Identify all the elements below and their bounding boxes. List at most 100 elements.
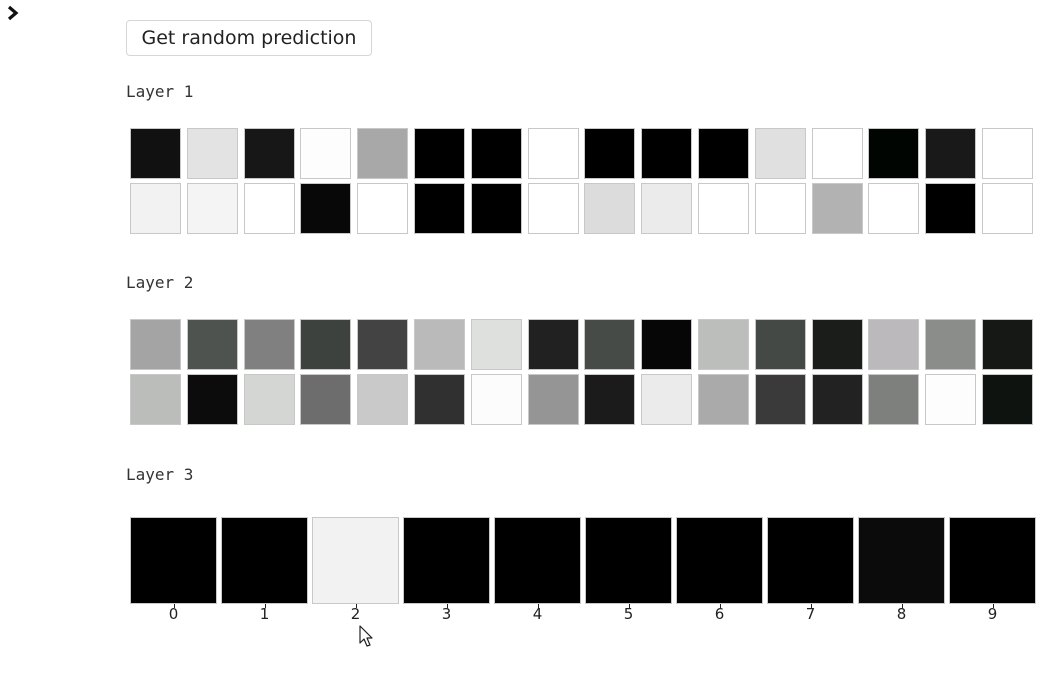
activation-cell — [300, 319, 352, 370]
output-activation-cell — [403, 517, 490, 604]
activation-cell — [982, 374, 1033, 425]
layer-3-label: Layer 3 — [126, 465, 194, 484]
activation-cell — [925, 319, 977, 370]
activation-cell — [357, 183, 409, 234]
activation-cell — [698, 374, 749, 425]
activation-cell — [698, 128, 749, 179]
activation-cell — [300, 374, 352, 425]
mouse-pointer-icon — [359, 625, 373, 647]
activation-cell — [868, 183, 920, 234]
activation-cell — [811, 128, 863, 179]
activation-cell — [584, 128, 636, 179]
activation-cell — [754, 128, 806, 179]
chevron-right-icon[interactable] — [4, 4, 22, 22]
activation-cell — [186, 374, 238, 425]
activation-cell — [754, 319, 806, 370]
tick-mark — [264, 604, 266, 608]
activation-cell — [186, 183, 238, 234]
activation-cell — [868, 374, 920, 425]
activation-cell — [698, 183, 749, 234]
tick-mark — [901, 604, 903, 608]
activation-cell — [414, 374, 465, 425]
activation-cell — [527, 374, 579, 425]
get-random-prediction-button[interactable]: Get random prediction — [126, 20, 372, 56]
activation-cell — [811, 319, 863, 370]
output-activation-cell — [130, 517, 217, 604]
digit-tick-label: 3 — [441, 605, 452, 623]
activation-cell — [811, 374, 863, 425]
activation-cell — [925, 128, 977, 179]
activation-cell — [243, 374, 295, 425]
digit-tick-label: 5 — [623, 605, 634, 623]
tick-mark — [355, 604, 357, 608]
activation-cell — [470, 183, 522, 234]
activation-cell — [130, 128, 181, 179]
output-activation-cell — [585, 517, 672, 604]
activation-cell — [868, 128, 920, 179]
tick-mark — [446, 604, 448, 608]
activation-cell — [243, 128, 295, 179]
activation-cell — [982, 128, 1033, 179]
output-activation-cell — [494, 517, 581, 604]
activation-cell — [186, 128, 238, 179]
activation-cell — [641, 183, 693, 234]
activation-cell — [754, 183, 806, 234]
activation-cell — [414, 319, 465, 370]
digit-tick-label: 8 — [896, 605, 907, 623]
activation-cell — [811, 183, 863, 234]
output-activation-cell — [221, 517, 308, 604]
output-activation-cell — [676, 517, 763, 604]
activation-cell — [641, 128, 693, 179]
activation-cell — [470, 374, 522, 425]
tick-mark — [173, 604, 175, 608]
activation-cell — [470, 319, 522, 370]
digit-tick-label: 7 — [805, 605, 816, 623]
activation-cell — [982, 319, 1033, 370]
activation-cell — [584, 319, 636, 370]
activation-cell — [130, 183, 181, 234]
activation-cell — [698, 319, 749, 370]
activation-cell — [186, 319, 238, 370]
layer-2-label: Layer 2 — [126, 273, 194, 292]
activation-cell — [527, 183, 579, 234]
tick-mark — [810, 604, 812, 608]
activation-cell — [357, 374, 409, 425]
activation-cell — [130, 374, 181, 425]
activation-cell — [300, 128, 352, 179]
tick-mark — [537, 604, 539, 608]
activation-cell — [300, 183, 352, 234]
activation-cell — [527, 319, 579, 370]
activation-cell — [243, 319, 295, 370]
activation-cell — [584, 183, 636, 234]
activation-cell — [414, 183, 465, 234]
activation-cell — [243, 183, 295, 234]
activation-cell — [925, 183, 977, 234]
activation-cell — [754, 374, 806, 425]
activation-cell — [470, 128, 522, 179]
output-activation-cell — [312, 517, 399, 604]
digit-tick-label: 1 — [259, 605, 270, 623]
activation-cell — [357, 319, 409, 370]
activation-cell — [130, 319, 181, 370]
activation-cell — [641, 374, 693, 425]
tick-mark — [992, 604, 994, 608]
tick-mark — [719, 604, 721, 608]
activation-cell — [357, 128, 409, 179]
activation-cell — [414, 128, 465, 179]
activation-cell — [925, 374, 977, 425]
digit-tick-label: 6 — [714, 605, 725, 623]
digit-tick-label: 9 — [987, 605, 998, 623]
output-activation-cell — [949, 517, 1036, 604]
layer-1-label: Layer 1 — [126, 82, 194, 101]
tick-mark — [628, 604, 630, 608]
activation-cell — [641, 319, 693, 370]
output-activation-cell — [767, 517, 854, 604]
activation-cell — [584, 374, 636, 425]
digit-tick-label: 2 — [350, 605, 361, 623]
digit-tick-label: 0 — [168, 605, 179, 623]
digit-tick-label: 4 — [532, 605, 543, 623]
output-activation-cell — [858, 517, 945, 604]
activation-cell — [527, 128, 579, 179]
activation-cell — [868, 319, 920, 370]
activation-cell — [982, 183, 1033, 234]
